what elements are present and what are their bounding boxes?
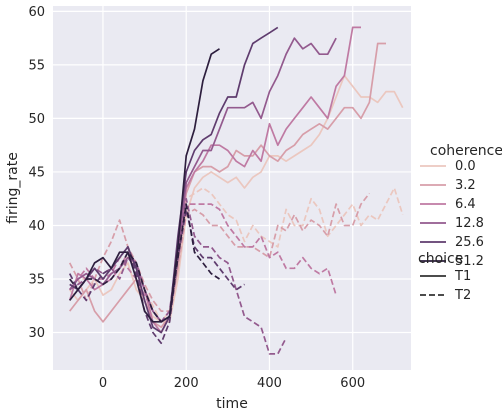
y-tick-label: 30 [28,326,45,341]
series-line-51-2-t1 [69,48,220,323]
legend-entry-label: 12.8 [455,216,484,231]
x-tick-label: 0 [99,376,107,391]
legend-hue-entries: 0.0 3.2 6.4 12.8 25.6 51.2 [420,159,484,269]
y-tick-label: 45 [28,165,45,180]
x-axis-label: time [216,396,248,412]
series-line-51-2-t2 [69,203,220,323]
plot-background [53,6,411,370]
legend-style-title: choice [418,251,463,267]
y-tick-label: 60 [28,5,45,20]
series-line-25-6-t2 [68,208,245,345]
legend: coherence 0.0 3.2 6.4 12.8 25.6 51.2 choice T… [418,143,502,303]
x-tick-label: 600 [340,376,365,391]
y-tick-label: 55 [28,58,45,73]
legend-entry-label: 6.4 [455,197,476,212]
series-line-3-2-t2 [68,192,371,312]
x-tick-labels: 0 200 400 600 [99,376,365,391]
legend-hue-title: coherence [430,143,502,159]
series-line-3-2-t1 [69,42,386,329]
y-tick-label: 35 [28,273,45,288]
legend-style-label: T2 [454,288,471,303]
legend-entry-label: 51.2 [455,254,484,269]
y-axis-label: firing_rate [5,152,21,224]
y-tick-label: 50 [28,112,45,127]
series-layer [68,26,404,355]
series-line-6-4-t2 [69,203,337,323]
legend-entry-label: 0.0 [455,159,476,174]
x-tick-label: 200 [174,376,199,391]
series-line-0-0-t1 [69,74,404,323]
legend-entry-label: 25.6 [455,235,484,250]
x-tick-label: 400 [257,376,282,391]
y-tick-label: 40 [28,219,45,234]
legend-style-label: T1 [454,269,471,284]
y-tick-labels: 30 35 40 45 50 55 60 [28,5,45,341]
legend-entry-label: 3.2 [455,178,476,193]
